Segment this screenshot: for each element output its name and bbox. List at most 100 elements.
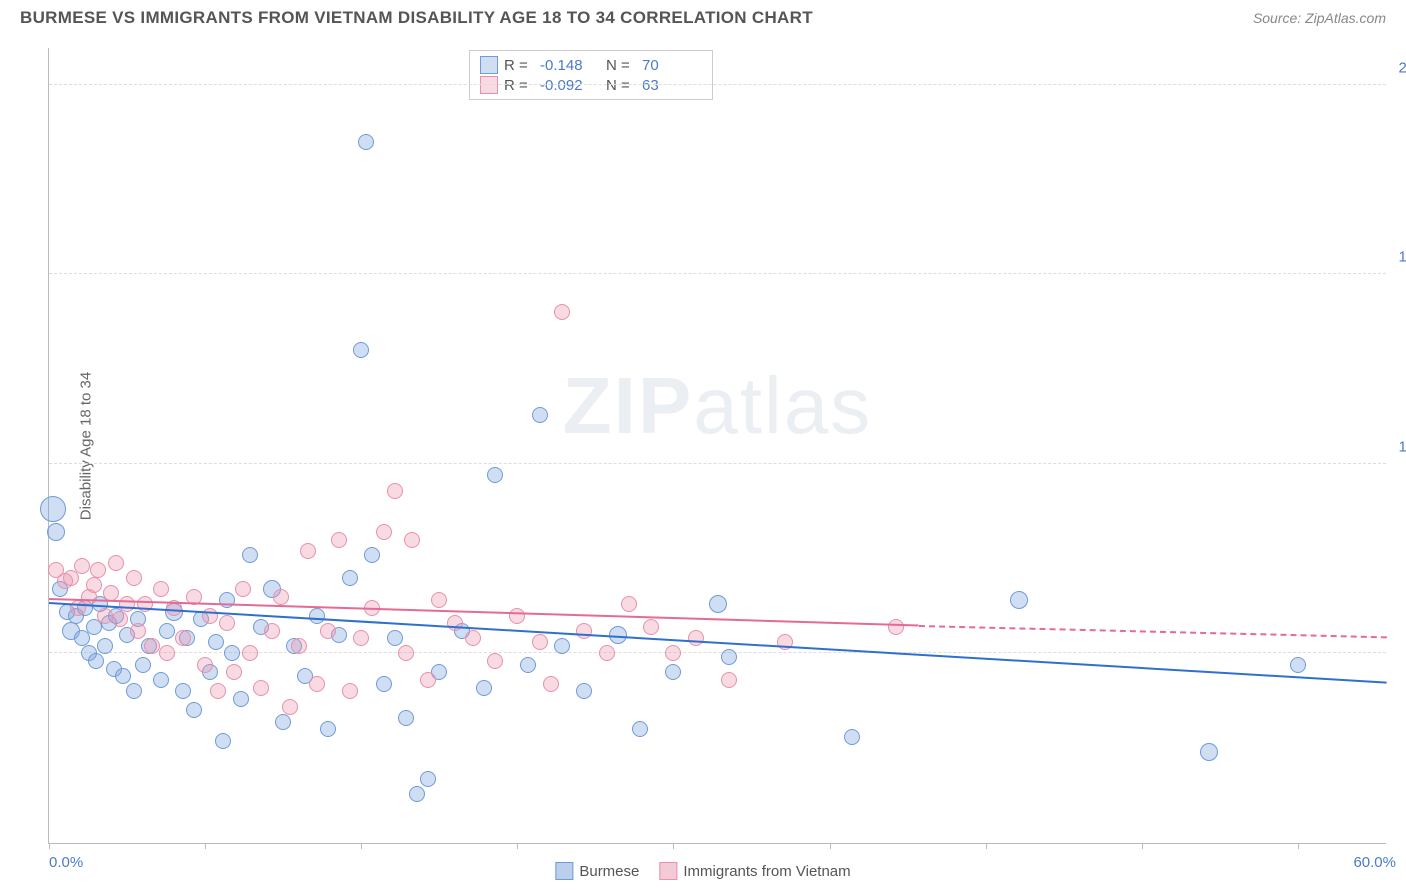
legend-row: R =-0.148N =70 [480, 55, 702, 75]
data-point [175, 630, 191, 646]
data-point [1200, 743, 1218, 761]
legend-swatch [555, 862, 573, 880]
data-point [153, 672, 169, 688]
data-point [74, 558, 90, 574]
data-point [721, 649, 737, 665]
data-point [88, 653, 104, 669]
data-point [309, 608, 325, 624]
data-point [1010, 591, 1028, 609]
data-point [159, 645, 175, 661]
data-point [709, 595, 727, 613]
data-point [40, 496, 66, 522]
data-point [273, 589, 289, 605]
data-point [210, 683, 226, 699]
data-point [1290, 657, 1306, 673]
data-point [126, 570, 142, 586]
data-point [554, 304, 570, 320]
legend-r-value: -0.092 [540, 77, 600, 94]
x-tick [986, 843, 987, 849]
data-point [420, 771, 436, 787]
x-tick [517, 843, 518, 849]
data-point [86, 577, 102, 593]
data-point [404, 532, 420, 548]
x-tick [1298, 843, 1299, 849]
data-point [320, 721, 336, 737]
trend-line [49, 602, 1387, 684]
data-point [219, 592, 235, 608]
data-point [108, 555, 124, 571]
data-point [300, 543, 316, 559]
data-point [409, 786, 425, 802]
x-tick [361, 843, 362, 849]
data-point [233, 691, 249, 707]
data-point [202, 608, 218, 624]
data-point [621, 596, 637, 612]
data-point [888, 619, 904, 635]
data-point [364, 547, 380, 563]
data-point [282, 699, 298, 715]
data-point [331, 532, 347, 548]
data-point [665, 645, 681, 661]
y-tick-label: 20.0% [1398, 59, 1406, 76]
data-point [376, 524, 392, 540]
data-point [465, 630, 481, 646]
data-point [632, 721, 648, 737]
data-point [554, 638, 570, 654]
x-tick [830, 843, 831, 849]
correlation-legend: R =-0.148N =70R = -0.092 N = 63 [469, 50, 713, 100]
watermark: ZIPatlas [563, 360, 872, 452]
data-point [197, 657, 213, 673]
data-point [242, 547, 258, 563]
data-point [97, 638, 113, 654]
series-legend: Burmese Immigrants from Vietnam [555, 862, 850, 880]
data-point [186, 702, 202, 718]
data-point [226, 664, 242, 680]
data-point [175, 683, 191, 699]
x-axis-max-label: 60.0% [1353, 854, 1396, 871]
gridline [49, 463, 1386, 464]
data-point [90, 562, 106, 578]
data-point [103, 585, 119, 601]
data-point [576, 683, 592, 699]
data-point [153, 581, 169, 597]
data-point [291, 638, 307, 654]
data-point [476, 680, 492, 696]
data-point [844, 729, 860, 745]
legend-item: Immigrants from Vietnam [659, 862, 850, 880]
legend-n-label: N = [606, 57, 636, 74]
data-point [144, 638, 160, 654]
data-point [97, 608, 113, 624]
data-point [130, 623, 146, 639]
legend-swatch [480, 76, 498, 94]
legend-item: Burmese [555, 862, 639, 880]
y-tick-label: 10.0% [1398, 438, 1406, 455]
legend-n-label: N = [606, 77, 636, 94]
legend-r-label: R = [504, 57, 534, 74]
data-point [398, 710, 414, 726]
data-point [532, 407, 548, 423]
data-point [665, 664, 681, 680]
data-point [135, 657, 151, 673]
data-point [353, 342, 369, 358]
data-point [235, 581, 251, 597]
data-point [532, 634, 548, 650]
data-point [599, 645, 615, 661]
data-point [643, 619, 659, 635]
data-point [520, 657, 536, 673]
data-point [431, 592, 447, 608]
data-point [126, 683, 142, 699]
data-point [309, 676, 325, 692]
x-tick [673, 843, 674, 849]
legend-label: Immigrants from Vietnam [683, 863, 850, 880]
data-point [576, 623, 592, 639]
data-point [543, 676, 559, 692]
data-point [219, 615, 235, 631]
data-point [721, 672, 737, 688]
x-tick [205, 843, 206, 849]
legend-n-value: 63 [642, 77, 702, 94]
data-point [119, 596, 135, 612]
data-point [358, 134, 374, 150]
data-point [487, 467, 503, 483]
gridline [49, 84, 1386, 85]
data-point [275, 714, 291, 730]
